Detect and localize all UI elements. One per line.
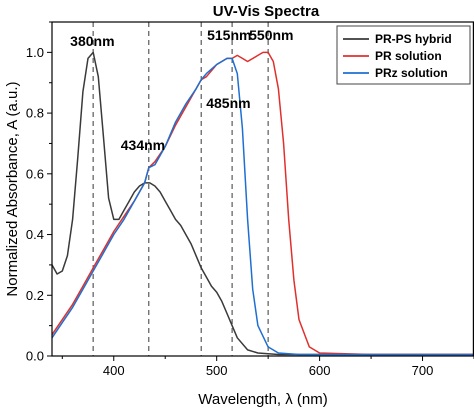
legend: PR-PS hybrid PR solution PRz solution	[336, 25, 471, 85]
y-tick-label: 1.0	[26, 45, 44, 60]
x-tick-label: 500	[206, 363, 228, 378]
plot-frame	[51, 21, 474, 357]
chart-title: UV-Vis Spectra	[213, 3, 320, 20]
peak-label-485: 485nm	[206, 95, 250, 111]
y-tick-label: 0.2	[26, 288, 44, 303]
legend-box	[336, 25, 471, 85]
legend-label-pr-solution: PR solution	[375, 49, 442, 63]
peak-label-380: 380nm	[70, 33, 114, 49]
peak-label-550: 550nm	[249, 27, 293, 43]
x-tick-label: 600	[309, 363, 331, 378]
x-axis-ticks: 400 500 600 700	[61, 356, 474, 378]
series-line-pr-solution	[51, 51, 474, 356]
series-layer	[51, 51, 474, 356]
y-tick-label: 0.0	[26, 349, 44, 364]
legend-label-prz-solution: PRz solution	[375, 66, 448, 80]
peak-label-515: 515nm	[207, 27, 251, 43]
y-axis-label: Normalized Absorbance, A (a.u.)	[4, 81, 21, 296]
series-line-prz-solution	[51, 57, 474, 356]
x-tick-label: 400	[103, 363, 125, 378]
x-axis-label: Wavelength, λ (nm)	[198, 391, 328, 408]
wavelength-markers	[92, 22, 269, 356]
legend-label-pr-ps-hybrid: PR-PS hybrid	[375, 32, 452, 46]
x-tick-label: 700	[412, 363, 434, 378]
y-tick-label: 0.6	[26, 166, 44, 181]
series-line-pr-ps-hybrid	[51, 51, 474, 356]
y-tick-label: 0.8	[26, 106, 44, 121]
y-tick-label: 0.4	[26, 227, 44, 242]
y-axis-ticks: 0.0 0.2 0.4 0.6 0.8 1.0	[26, 21, 52, 364]
peak-label-434: 434nm	[121, 137, 165, 153]
